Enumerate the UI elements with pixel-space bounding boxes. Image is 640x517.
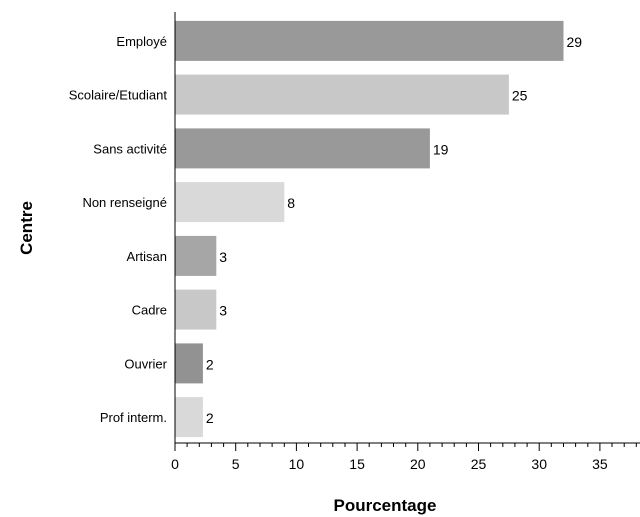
- category-label-employe: Employé: [116, 34, 167, 49]
- value-label-scolaire-etudiant: 25: [512, 88, 528, 104]
- value-label-employe: 29: [567, 34, 583, 50]
- value-label-ouvrier: 2: [206, 356, 214, 372]
- bar-prof-interm: [175, 397, 203, 438]
- value-labels: 29 25 19 8 3 3 2 2: [206, 34, 582, 426]
- x-tick-label-10: 10: [289, 456, 305, 472]
- y-axis-title: Centre: [17, 201, 36, 255]
- bar-artisan: [175, 235, 217, 276]
- category-labels: Employé Scolaire/Etudiant Sans activité Non…: [69, 34, 168, 425]
- bar-employe: [175, 20, 564, 61]
- x-tick-label-20: 20: [410, 456, 426, 472]
- bar-non-renseigne: [175, 182, 285, 223]
- x-tick-label-15: 15: [349, 456, 365, 472]
- category-label-artisan: Artisan: [127, 249, 167, 264]
- bars: [175, 20, 564, 438]
- value-label-non-renseigne: 8: [287, 195, 295, 211]
- bar-scolaire-etudiant: [175, 74, 509, 115]
- category-label-cadre: Cadre: [132, 303, 167, 318]
- value-label-prof-interm: 2: [206, 410, 214, 426]
- category-label-ouvrier: Ouvrier: [124, 356, 167, 371]
- axes: 0 5 10 15 20 25 30 35: [171, 12, 640, 472]
- category-label-prof-interm: Prof interm.: [100, 410, 167, 425]
- x-tick-label-35: 35: [592, 456, 608, 472]
- x-tick-label-25: 25: [471, 456, 487, 472]
- category-label-non-renseigne: Non renseigné: [82, 195, 167, 210]
- bar-ouvrier: [175, 343, 203, 384]
- x-tick-label-5: 5: [232, 456, 240, 472]
- x-tick-label-0: 0: [171, 456, 179, 472]
- value-label-artisan: 3: [219, 249, 227, 265]
- bar-cadre: [175, 289, 217, 330]
- category-label-scolaire-etudiant: Scolaire/Etudiant: [69, 88, 168, 103]
- bar-sans-activite: [175, 128, 430, 169]
- category-label-sans-activite: Sans activité: [93, 141, 167, 156]
- value-label-sans-activite: 19: [433, 141, 449, 157]
- value-label-cadre: 3: [219, 303, 227, 319]
- x-tick-label-30: 30: [531, 456, 547, 472]
- x-axis-title: Pourcentage: [334, 496, 437, 515]
